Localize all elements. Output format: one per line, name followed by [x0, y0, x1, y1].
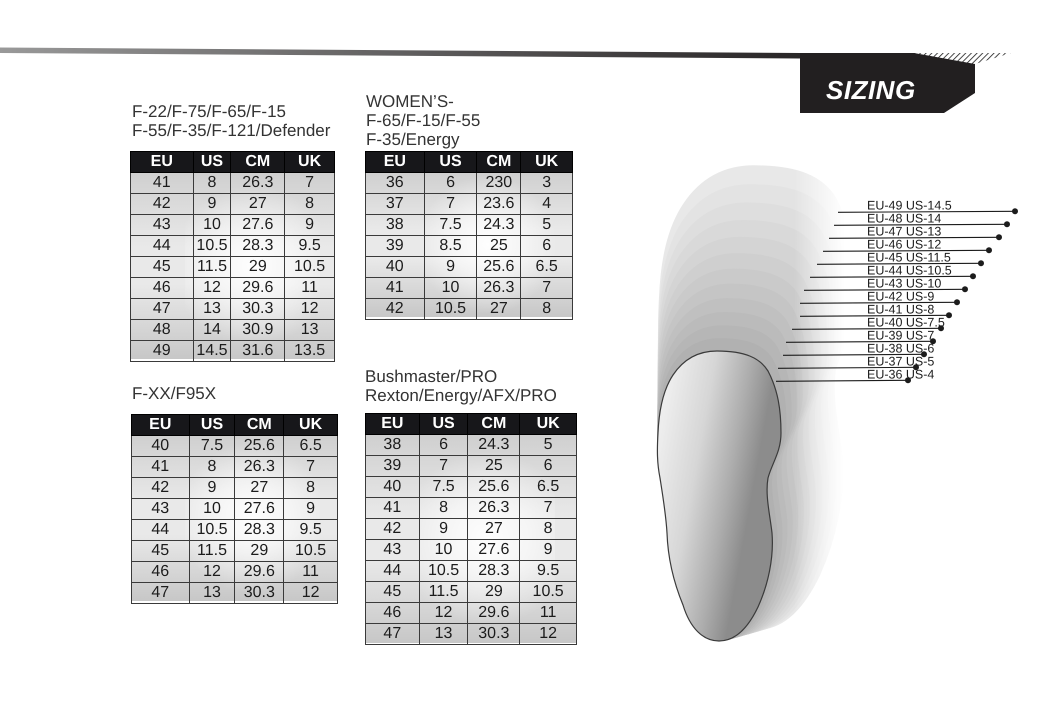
svg-text:EU-43 US-10: EU-43 US-10 — [867, 277, 941, 291]
svg-text:EU-42 US-9: EU-42 US-9 — [867, 290, 934, 304]
svg-text:EU-37 US-5: EU-37 US-5 — [867, 355, 934, 369]
svg-text:EU-49 US-14.5: EU-49 US-14.5 — [867, 199, 952, 213]
svg-text:EU-36 US-4: EU-36 US-4 — [867, 368, 934, 382]
svg-text:EU-45 US-11.5: EU-45 US-11.5 — [867, 251, 951, 265]
svg-text:EU-39 US-7: EU-39 US-7 — [867, 329, 934, 343]
svg-text:EU-41 US-8: EU-41 US-8 — [867, 303, 934, 317]
svg-text:EU-47 US-13: EU-47 US-13 — [867, 225, 941, 239]
svg-text:EU-38 US-6: EU-38 US-6 — [867, 342, 934, 356]
svg-text:EU-46 US-12: EU-46 US-12 — [867, 238, 941, 252]
svg-text:EU-48 US-14: EU-48 US-14 — [867, 212, 941, 226]
svg-text:EU-44 US-10.5: EU-44 US-10.5 — [867, 264, 952, 278]
svg-text:EU-40 US-7.5: EU-40 US-7.5 — [867, 316, 945, 330]
